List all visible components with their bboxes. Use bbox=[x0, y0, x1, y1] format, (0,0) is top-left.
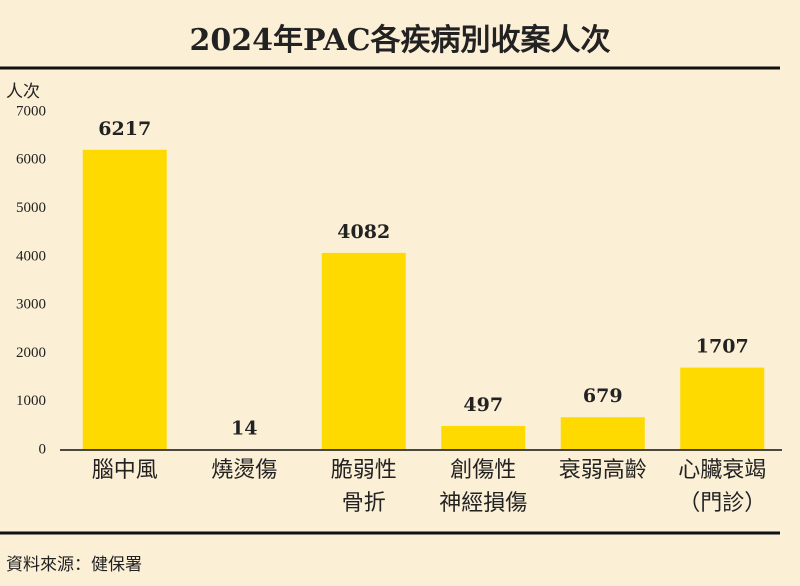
bar bbox=[321, 252, 406, 450]
bar bbox=[441, 426, 526, 450]
bar bbox=[560, 417, 645, 450]
x-tick-label: 燒燙傷 bbox=[211, 458, 277, 483]
x-tick-label: 骨折 bbox=[342, 491, 386, 516]
value-label: 4082 bbox=[337, 221, 390, 243]
y-tick-label: 4000 bbox=[16, 248, 46, 264]
y-tick-label: 0 bbox=[39, 441, 47, 457]
value-label: 679 bbox=[583, 385, 623, 407]
value-label: 1707 bbox=[696, 336, 749, 358]
value-label: 14 bbox=[231, 417, 257, 439]
chart-title: 2024年PAC各疾病別收案人次 bbox=[189, 23, 610, 58]
bar bbox=[82, 149, 167, 450]
x-tick-label: 心臟衰竭 bbox=[678, 458, 766, 483]
y-tick-label: 3000 bbox=[16, 297, 46, 313]
x-tick-label: 衰弱高齡 bbox=[559, 458, 647, 483]
x-tick-label: 腦中風 bbox=[92, 458, 158, 483]
x-tick-label: 神經損傷 bbox=[439, 491, 527, 516]
x-tick-label: 創傷性 bbox=[450, 458, 516, 483]
value-label: 497 bbox=[463, 394, 503, 416]
y-tick-label: 6000 bbox=[16, 152, 46, 168]
x-tick-label: （門診） bbox=[678, 491, 766, 516]
y-tick-label: 5000 bbox=[16, 200, 46, 216]
x-tick-label: 脆弱性 bbox=[331, 458, 397, 483]
y-tick-label: 7000 bbox=[16, 103, 46, 119]
bar bbox=[680, 367, 765, 450]
source: 資料來源：健保署 bbox=[6, 555, 142, 575]
value-label: 6217 bbox=[98, 118, 151, 140]
y-tick-label: 1000 bbox=[16, 393, 46, 409]
y-axis-label: 人次 bbox=[6, 82, 40, 102]
y-tick-label: 2000 bbox=[16, 345, 46, 361]
